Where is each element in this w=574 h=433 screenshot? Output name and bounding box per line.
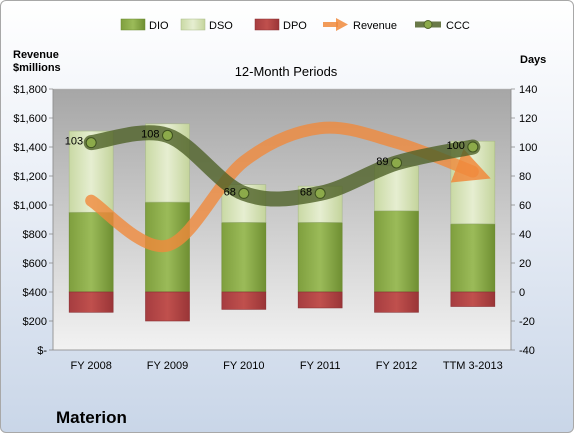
bar-dpo [374, 291, 419, 313]
y-left-tick-label: $200 [23, 316, 47, 328]
y-left-tick-label: $1,000 [13, 200, 47, 212]
y-right-tick-label: 80 [519, 171, 531, 183]
axes: $- $200 $400 $600 $800 $1,000 $1,200 $1,400 $1,6… [13, 84, 537, 357]
y-left-label-line1: Revenue [13, 49, 59, 61]
legend-revenue-icon [323, 18, 348, 31]
x-axis-labels: FY 2008 FY 2009 FY 2010 FY 2011 FY 2012 TTM 3… [70, 360, 502, 372]
ccc-data-label: 68 [300, 186, 312, 198]
y-left-tick-label: $1,600 [13, 113, 47, 125]
legend-revenue-label: Revenue [353, 20, 397, 32]
ccc-data-label: 100 [446, 140, 464, 152]
legend-dso-label: DSO [209, 20, 233, 32]
x-tick-label: TTM 3-2013 [443, 360, 503, 372]
chart-title: 12-Month Periods [235, 64, 338, 79]
ccc-data-label: 108 [141, 128, 159, 140]
y-right-tick-label: 140 [519, 84, 537, 96]
y-left-tick-label: $600 [23, 258, 47, 270]
y-right-tick-label: 60 [519, 200, 531, 212]
bar-dio [221, 222, 267, 293]
bar-dio [68, 211, 114, 293]
bar-dpo [450, 291, 496, 307]
legend-dso-swatch [180, 18, 206, 31]
ccc-data-label: 89 [376, 156, 388, 168]
ccc-point [391, 157, 402, 169]
bar-dio [297, 222, 343, 293]
y-right-tick-label: -20 [519, 316, 535, 328]
legend-dpo-swatch [254, 18, 280, 31]
y-left-tick-label: $1,200 [13, 171, 47, 183]
bar-dpo [297, 291, 343, 309]
legend-ccc-icon [415, 20, 441, 29]
x-tick-label: FY 2010 [223, 360, 264, 372]
y-right-tick-label: 100 [519, 142, 537, 154]
y-right-tick-label: 120 [519, 113, 537, 125]
x-tick-label: FY 2008 [70, 360, 111, 372]
ccc-point [314, 187, 326, 199]
revenue-line [85, 121, 491, 253]
ccc-point [467, 141, 479, 153]
x-tick-label: FY 2012 [376, 360, 417, 372]
y-left-tick-label: $400 [23, 287, 47, 299]
x-tick-label: FY 2009 [147, 360, 188, 372]
y-left-tick-label: $800 [23, 229, 47, 241]
ccc-point [162, 129, 173, 141]
legend: DIO DSO DPO Revenue CCC [120, 18, 470, 32]
y-right-tick-label: 40 [519, 229, 531, 241]
y-right-tick-label: 20 [519, 258, 531, 270]
legend-dio-swatch [120, 18, 146, 31]
ccc-point [238, 187, 250, 199]
bar-dpo [145, 291, 190, 322]
bar-dio [374, 210, 419, 293]
bar-dio [450, 223, 496, 293]
series-lines: 103 108 68 68 89 100 [65, 121, 491, 253]
ccc-point [85, 137, 97, 149]
y-right-label: Days [520, 54, 546, 66]
ccc-data-label: 68 [224, 186, 236, 198]
x-tick-label: FY 2011 [300, 360, 341, 372]
bar-dpo [68, 291, 114, 313]
bar-dpo [221, 291, 267, 310]
y-left-tick-label: $1,400 [13, 142, 47, 154]
y-right-tick-label: 0 [519, 287, 525, 299]
legend-dpo-label: DPO [283, 20, 307, 32]
y-left-tick-label: $1,800 [13, 84, 47, 96]
y-right-tick-label: -40 [519, 345, 535, 357]
y-left-label-line2: $millions [13, 62, 61, 74]
ccc-data-label: 103 [65, 136, 83, 148]
legend-ccc-label: CCC [446, 20, 470, 32]
company-name: Materion [56, 408, 127, 427]
y-left-tick-label: $- [37, 345, 47, 357]
legend-dio-label: DIO [149, 20, 169, 32]
